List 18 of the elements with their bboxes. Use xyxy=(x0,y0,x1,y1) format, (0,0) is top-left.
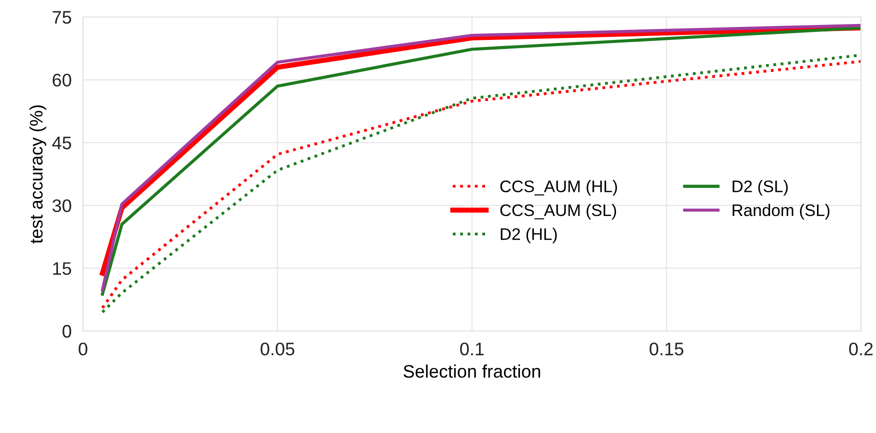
legend-label: CCS_AUM (SL) xyxy=(500,204,616,220)
y-tick-label: 45 xyxy=(52,136,72,150)
y-tick-label: 75 xyxy=(52,11,72,24)
legend-label: Random (SL) xyxy=(732,204,830,220)
x-tick-label: 0.05 xyxy=(260,342,294,356)
y-tick-label: 60 xyxy=(52,74,72,87)
x-tick-label: 0.2 xyxy=(849,342,873,356)
x-axis-title: Selection fraction xyxy=(404,364,540,378)
y-tick-label: 15 xyxy=(53,262,72,275)
legend-label: D2 (HL) xyxy=(500,228,557,244)
y-axis-title: test accuracy (%) xyxy=(29,105,46,244)
x-tick-label: 0.1 xyxy=(460,342,484,356)
legend-label: D2 (SL) xyxy=(732,180,788,196)
x-tick-label: 0.15 xyxy=(650,342,684,356)
y-tick-label: 30 xyxy=(52,199,72,212)
x-tick-label: 0 xyxy=(78,342,88,356)
legend-label: CCS_AUM (HL) xyxy=(500,180,617,196)
y-tick-label: 0 xyxy=(62,324,72,338)
